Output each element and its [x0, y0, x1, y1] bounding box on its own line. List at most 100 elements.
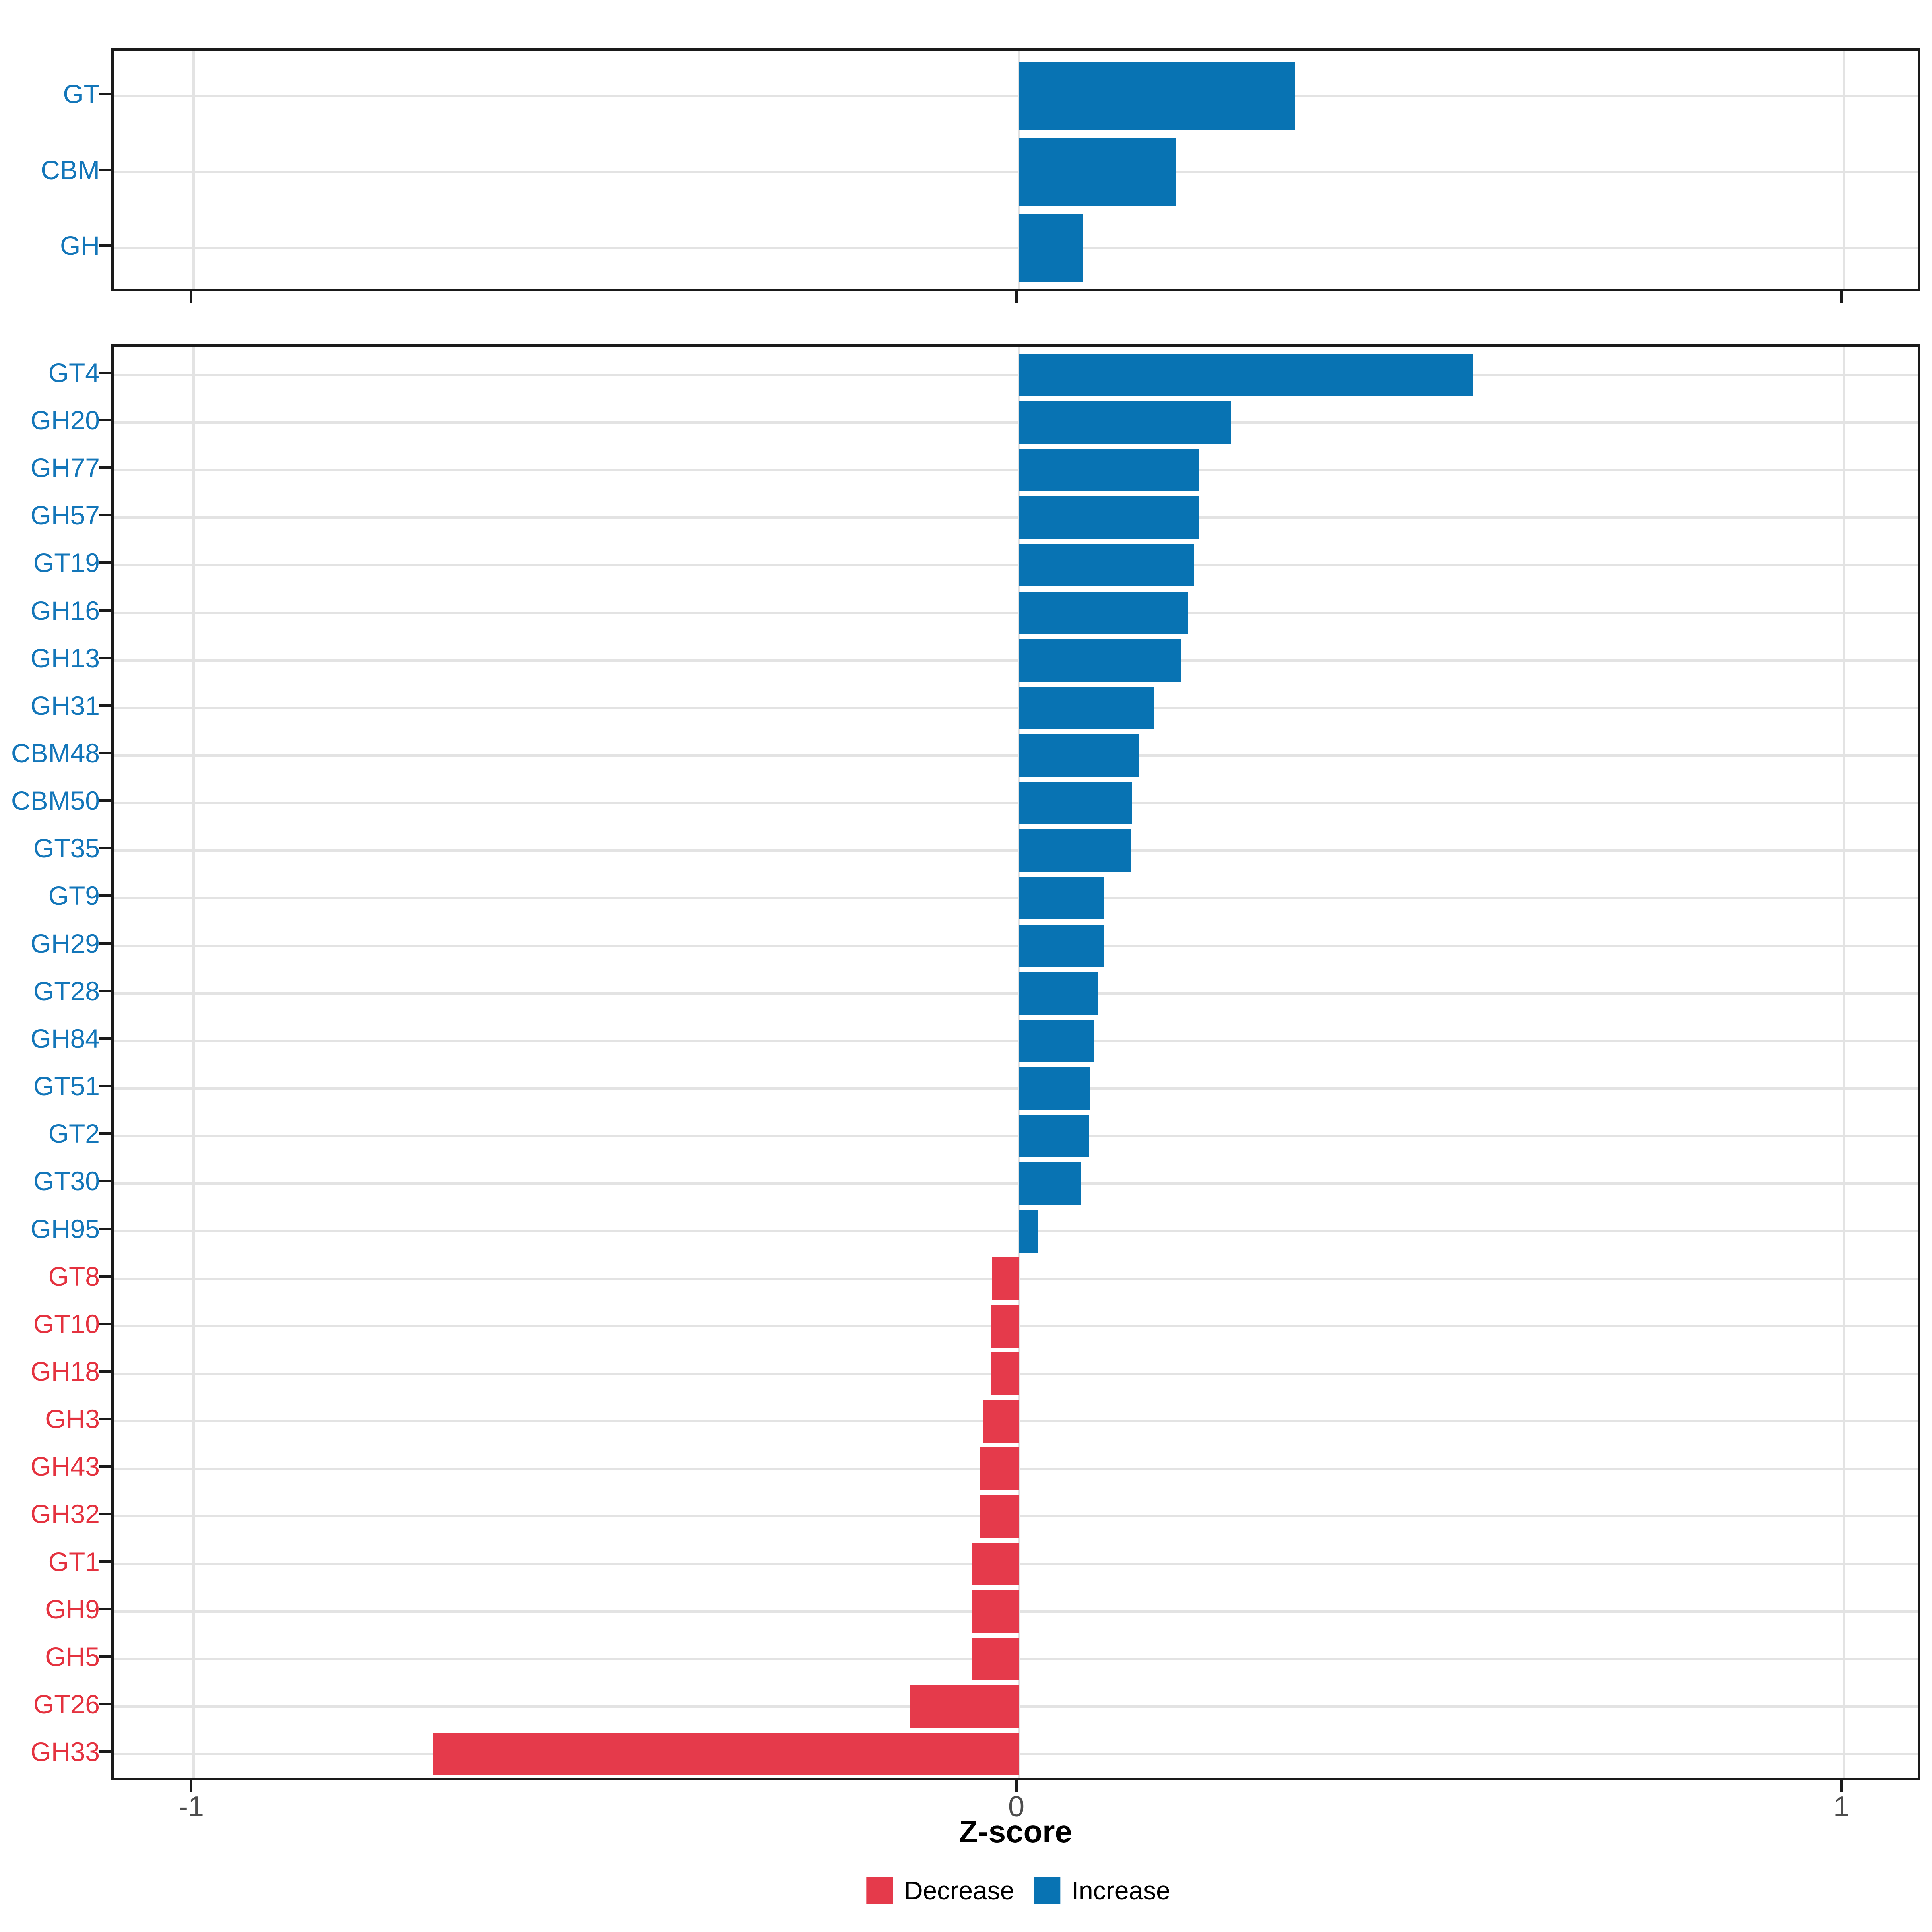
category-label-GT28: GT28: [33, 976, 100, 1006]
y-axis-tick-GH43: [99, 1465, 111, 1468]
category-label-GT8: GT8: [48, 1261, 100, 1291]
bar-GT51: [1019, 1067, 1090, 1110]
category-label-GT10: GT10: [33, 1309, 100, 1339]
y-axis-tick-GH13: [99, 657, 111, 659]
legend-swatch-decrease: [866, 1877, 893, 1904]
y-axis-tick-GH20: [99, 419, 111, 421]
y-axis-tick-GH3: [99, 1418, 111, 1420]
row-gridline-GT: [114, 95, 1918, 98]
bar-GT26: [910, 1685, 1019, 1728]
row-gridline-GT2: [114, 1135, 1918, 1137]
bar-GT8: [992, 1257, 1019, 1300]
category-label-GH77: GH77: [30, 453, 100, 483]
category-label-CBM48: CBM48: [11, 738, 100, 768]
bar-GH32: [980, 1495, 1019, 1538]
bar-GH33: [433, 1733, 1019, 1775]
gridline-x--1: [192, 347, 195, 1778]
y-axis-tick-CBM50: [99, 799, 111, 802]
y-axis-tick-GT: [99, 93, 111, 95]
row-gridline-GH31: [114, 706, 1918, 709]
category-label-GH31: GH31: [30, 691, 100, 720]
y-axis-tick-GT28: [99, 990, 111, 992]
category-label-GH3: GH3: [45, 1404, 100, 1434]
gridline-x-1: [1843, 51, 1845, 289]
y-axis-tick-GH33: [99, 1750, 111, 1753]
row-gridline-GH16: [114, 611, 1918, 614]
category-label-GH5: GH5: [45, 1642, 100, 1672]
y-axis-tick-GT51: [99, 1085, 111, 1087]
bar-GH3: [983, 1400, 1019, 1443]
bar-GT35: [1019, 829, 1131, 872]
bar-GH29: [1019, 925, 1104, 967]
category-label-GH84: GH84: [30, 1024, 100, 1053]
y-axis-tick-GH9: [99, 1608, 111, 1610]
category-label-GT51: GT51: [33, 1071, 100, 1101]
category-label-GH33: GH33: [30, 1737, 100, 1767]
row-gridline-CBM: [114, 171, 1918, 173]
row-gridline-GT4: [114, 374, 1918, 376]
y-axis-tick-GH31: [99, 704, 111, 707]
category-label-GH20: GH20: [30, 405, 100, 435]
y-axis-tick-GH57: [99, 514, 111, 516]
bar-GH43: [980, 1447, 1019, 1490]
row-gridline-GT28: [114, 992, 1918, 995]
bar-GT19: [1019, 544, 1194, 586]
y-axis-tick-GT2: [99, 1132, 111, 1135]
category-label-GT9: GT9: [48, 881, 100, 910]
bar-GH31: [1019, 687, 1154, 729]
y-axis-tick-GH16: [99, 609, 111, 612]
row-gridline-GH84: [114, 1039, 1918, 1042]
x-axis-tick--1: [190, 291, 192, 303]
x-axis-title: Z-score: [959, 1814, 1072, 1849]
legend-swatch-increase: [1034, 1877, 1061, 1904]
row-gridline-GT51: [114, 1087, 1918, 1090]
row-gridline-GH57: [114, 516, 1918, 519]
category-label-CBM: CBM: [41, 155, 100, 185]
category-label-GH57: GH57: [30, 500, 100, 530]
gridline-x--1: [192, 51, 195, 289]
y-axis-tick-GH5: [99, 1655, 111, 1658]
y-axis-tick-GH84: [99, 1037, 111, 1040]
bar-GT28: [1019, 972, 1098, 1015]
y-axis-tick-GH95: [99, 1228, 111, 1230]
row-gridline-GH95: [114, 1230, 1918, 1232]
x-axis-tick-0: [1015, 1780, 1018, 1792]
bar-GH77: [1019, 449, 1199, 491]
category-label-GT4: GT4: [48, 358, 100, 388]
x-tick-label-1: 1: [1833, 1791, 1850, 1823]
x-axis-tick-0: [1015, 291, 1018, 303]
legend-label-increase: Increase: [1071, 1876, 1170, 1905]
row-gridline-CBM50: [114, 802, 1918, 805]
y-axis-tick-GH77: [99, 466, 111, 469]
bar-GH13: [1019, 639, 1181, 682]
bar-GH9: [972, 1590, 1019, 1633]
row-gridline-GT19: [114, 564, 1918, 567]
gridline-x-0: [1018, 347, 1020, 1778]
x-tick-label-0: 0: [1008, 1791, 1025, 1823]
legend-label-decrease: Decrease: [904, 1876, 1015, 1905]
row-gridline-GH13: [114, 659, 1918, 662]
y-axis-tick-GT9: [99, 894, 111, 897]
row-gridline-GH: [114, 246, 1918, 249]
row-gridline-GH20: [114, 421, 1918, 424]
category-label-GH9: GH9: [45, 1594, 100, 1624]
bar-GH20: [1019, 401, 1231, 444]
y-axis-tick-GT30: [99, 1180, 111, 1182]
y-axis-tick-GT35: [99, 847, 111, 849]
row-gridline-CBM48: [114, 754, 1918, 757]
y-axis-tick-CBM48: [99, 752, 111, 754]
bar-GH57: [1019, 496, 1199, 539]
row-gridline-GT35: [114, 849, 1918, 852]
y-axis-tick-GT1: [99, 1560, 111, 1563]
category-label-GT19: GT19: [33, 548, 100, 578]
legend-entry-increase: Increase: [1034, 1876, 1170, 1905]
gridline-x-1: [1843, 347, 1845, 1778]
category-label-GH29: GH29: [30, 929, 100, 958]
category-label-GH32: GH32: [30, 1499, 100, 1529]
x-axis-tick-1: [1840, 291, 1843, 303]
bar-GH16: [1019, 592, 1188, 634]
x-tick-label--1: -1: [178, 1791, 204, 1823]
category-label-GH18: GH18: [30, 1356, 100, 1386]
y-axis-tick-GT19: [99, 561, 111, 564]
y-axis-tick-GT10: [99, 1323, 111, 1325]
